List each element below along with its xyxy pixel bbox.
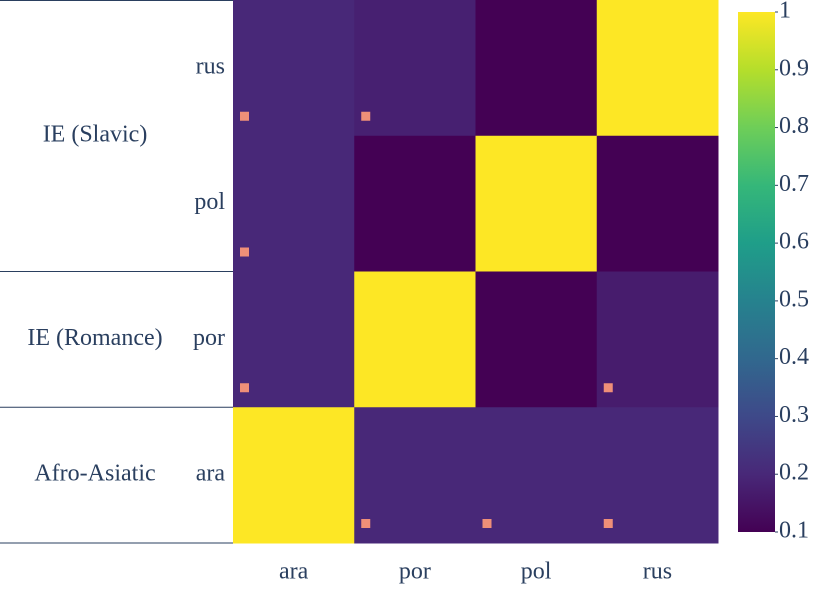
heatmap-cell xyxy=(233,271,355,408)
y-tick-label: rus xyxy=(196,53,225,79)
y-tick-label: por xyxy=(193,325,225,351)
x-tick-label: rus xyxy=(643,559,672,585)
heatmap-cell xyxy=(233,407,355,544)
cell-marker xyxy=(240,247,249,257)
heatmap-cell xyxy=(354,135,476,272)
colorbar-tick-label: 0.5 xyxy=(779,286,809,312)
colorbar-tick-label: 0.9 xyxy=(779,55,809,81)
colorbar-tick-label: 0.2 xyxy=(779,460,809,486)
x-tick-label: ara xyxy=(279,559,309,585)
colorbar-tick-label: 0.3 xyxy=(779,402,809,428)
cell-marker xyxy=(361,111,371,121)
x-tick-label: pol xyxy=(521,559,552,585)
y-tick-label: pol xyxy=(194,189,225,215)
group-label: Afro-Asiatic xyxy=(34,461,155,487)
cell-marker xyxy=(361,519,371,528)
heatmap-cell xyxy=(475,407,598,544)
cell-marker xyxy=(603,519,613,528)
colorbar-tick-label: 0.8 xyxy=(779,113,809,139)
colorbar-tick-label: 0.7 xyxy=(779,171,809,197)
colorbar-tick-label: 0.1 xyxy=(779,518,809,544)
x-tick-label: por xyxy=(399,559,431,585)
heatmap-cell xyxy=(475,135,598,272)
colorbar-tick-label: 0.6 xyxy=(779,229,809,255)
heatmap-cell xyxy=(354,271,476,408)
colorbar-tick-label: 1 xyxy=(779,0,791,24)
heatmap-cell xyxy=(475,271,598,408)
heatmap-cell xyxy=(354,0,476,137)
heatmap-cell xyxy=(596,271,719,408)
heatmap-cell xyxy=(354,407,476,544)
heatmap-cell xyxy=(596,135,719,272)
cell-marker xyxy=(603,383,613,393)
heatmap-cell xyxy=(475,0,598,137)
cell-marker xyxy=(240,111,249,121)
heatmap-cell xyxy=(233,135,355,272)
cell-marker xyxy=(482,519,492,528)
colorbar-tick-label: 0.4 xyxy=(779,344,809,370)
heatmap-cell xyxy=(233,0,355,137)
cell-marker xyxy=(240,383,249,393)
colorbar xyxy=(738,12,775,532)
group-label: IE (Slavic) xyxy=(43,121,148,147)
y-tick-label: ara xyxy=(196,461,226,487)
heatmap-cell xyxy=(596,407,719,544)
heatmap-cell xyxy=(596,0,719,137)
group-label: IE (Romance) xyxy=(27,325,162,351)
